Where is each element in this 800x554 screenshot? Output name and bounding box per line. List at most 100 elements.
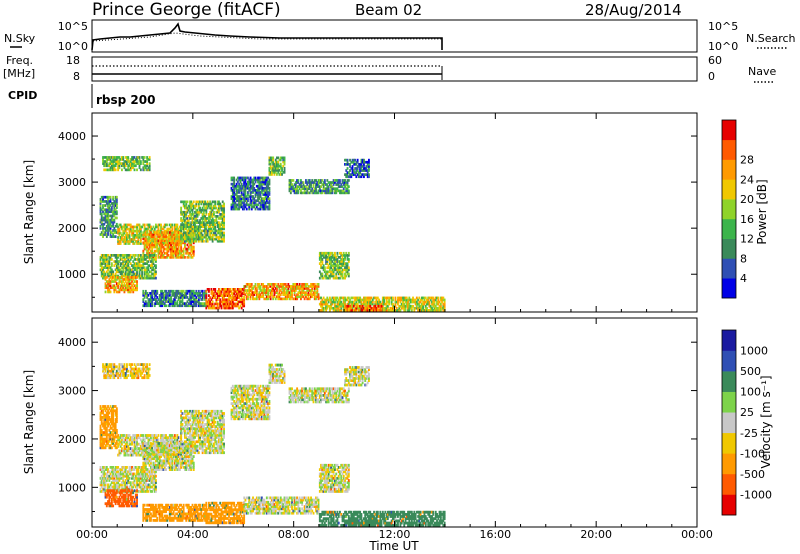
echo-cell (197, 292, 200, 295)
echo-cell (410, 304, 413, 308)
echo-cell (274, 169, 277, 172)
echo-cell (245, 182, 248, 186)
echo-cell (258, 184, 261, 188)
echo-cell (258, 195, 261, 198)
echo-cell (115, 162, 118, 165)
echo-cell (313, 289, 316, 292)
echo-cell (322, 300, 325, 304)
echo-cell (197, 239, 200, 243)
echo-cell (436, 309, 438, 312)
echo-cell (240, 191, 243, 194)
echo-cell (197, 233, 200, 237)
echo-cell (329, 298, 331, 302)
echo-cell (252, 195, 254, 198)
echo-cell (117, 229, 120, 233)
echo-cell (118, 254, 121, 257)
colorbar-swatch (722, 199, 736, 220)
echo-cell (127, 274, 130, 278)
echo-cell (117, 166, 120, 170)
echo-cell (119, 225, 122, 229)
echo-cell (108, 227, 111, 230)
echo-cell (400, 306, 403, 310)
echo-cell (242, 304, 244, 308)
echo-cell (150, 233, 152, 236)
echo-cell (332, 300, 335, 304)
echo-cell (282, 291, 285, 294)
echo-cell (325, 254, 328, 257)
echo-cell (155, 258, 157, 261)
colorbar-swatch (722, 139, 736, 160)
echo-cell (104, 429, 107, 432)
echo-cell (126, 369, 128, 373)
echo-cell (244, 199, 247, 203)
echo-cell (269, 293, 272, 296)
echo-cell (205, 204, 208, 208)
echo-cell (199, 210, 201, 214)
echo-cell (204, 233, 207, 237)
echo-cell (171, 304, 174, 308)
echo-cell (259, 184, 262, 188)
echo-cell (134, 262, 137, 265)
echo-cell (322, 256, 325, 259)
echo-cell (199, 235, 201, 239)
echo-cell (415, 296, 418, 300)
echo-cell (123, 376, 126, 380)
echo-cell (363, 298, 365, 302)
echo-cell (161, 235, 164, 238)
echo-cell (110, 365, 113, 369)
echo-cell (279, 285, 282, 288)
echo-cell (108, 369, 111, 373)
echo-cell (124, 270, 127, 274)
echo-cell (291, 293, 293, 296)
echo-cell (281, 291, 283, 294)
echo-cell (194, 300, 196, 303)
echo-cell (252, 291, 254, 294)
echo-cell (330, 270, 333, 274)
echo-cell (322, 302, 325, 306)
echo-cell (128, 266, 131, 270)
echo-cell (112, 214, 115, 218)
echo-cell (202, 304, 205, 308)
echo-cell (109, 286, 112, 290)
echo-cell (107, 424, 109, 428)
echo-cell (114, 274, 117, 278)
echo-cell (199, 233, 201, 237)
echo-cell (107, 439, 109, 443)
echo-cell (236, 191, 239, 194)
echo-cell (325, 262, 328, 265)
echo-cell (132, 236, 135, 239)
echo-cell (318, 187, 321, 191)
echo-cell (214, 302, 217, 306)
echo-cell (278, 173, 281, 176)
echo-cell (312, 181, 315, 184)
echo-cell (199, 200, 201, 204)
echo-cell (204, 225, 207, 229)
echo-cell (240, 296, 243, 299)
echo-cell (118, 166, 121, 170)
echo-cell (129, 262, 132, 265)
echo-cell (262, 283, 265, 286)
echo-cell (127, 264, 130, 267)
echo-cell (375, 309, 378, 312)
echo-cell (134, 286, 137, 290)
echo-cell (327, 264, 330, 267)
echo-cell (119, 256, 122, 259)
echo-cell (141, 156, 144, 159)
echo-cell (240, 197, 243, 200)
echo-cell (113, 254, 116, 257)
echo-cell (184, 292, 186, 295)
echo-cell (170, 245, 172, 249)
echo-cell (269, 291, 272, 294)
echo-cell (224, 298, 227, 302)
echo-cell (152, 262, 155, 265)
echo-cell (124, 260, 127, 263)
echo-cell (342, 296, 345, 300)
echo-cell (172, 249, 175, 253)
echo-cell (147, 235, 150, 238)
echo-cell (267, 289, 270, 292)
echo-cell (228, 288, 230, 291)
echo-cell (243, 191, 246, 194)
echo-cell (197, 289, 200, 293)
echo-cell (184, 231, 186, 235)
echo-cell (235, 189, 238, 192)
